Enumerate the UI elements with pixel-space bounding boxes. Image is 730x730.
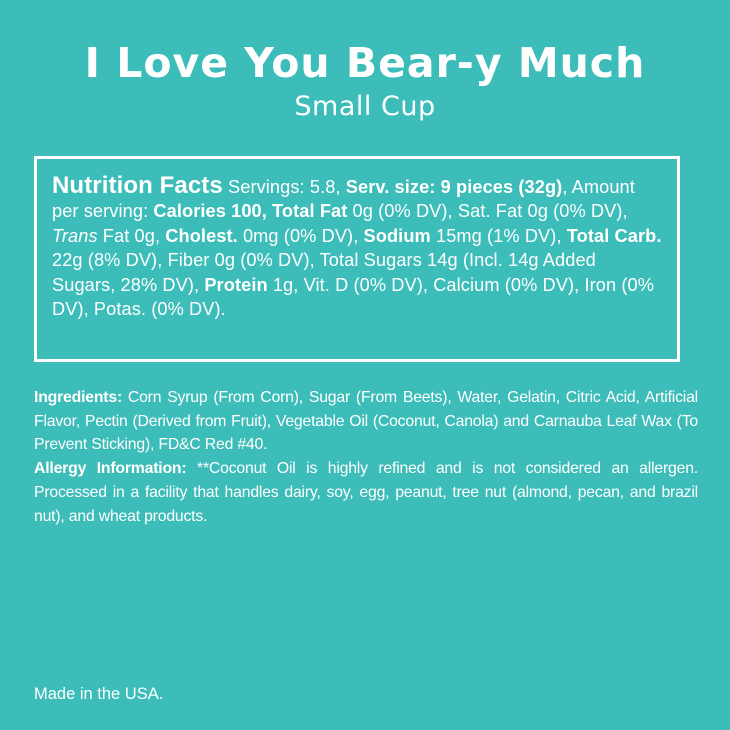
country-of-origin: Made in the USA. [34,685,164,703]
trans-label: Trans [52,225,98,246]
serving-size-label: Serv. size: 9 pieces (32g) [345,177,563,197]
servings-text: Servings: 5.8, [228,177,346,197]
protein-value: 1g, Vit. D (0% DV), Calcium (0% DV), Iro… [52,274,654,320]
nutrition-facts-panel: Nutrition Facts Servings: 5.8, Serv. siz… [34,156,680,362]
ingredients-paragraph: Ingredients: Corn Syrup (From Corn), Sug… [34,386,698,457]
ingredients-allergy-block: Ingredients: Corn Syrup (From Corn), Sug… [34,386,698,528]
allergy-text: **Coconut Oil is highly refined and is n… [34,460,698,525]
nutrition-facts-heading: Nutrition Facts [52,172,223,199]
protein-label: Protein [204,274,268,295]
product-title: I Love You Bear-y Much [84,39,646,87]
trans-fat-value: Fat 0g, [97,225,166,246]
calories-label: Calories 100, [153,201,273,222]
total-fat-label: Total Fat [272,201,348,222]
ingredients-text: Corn Syrup (From Corn), Sugar (From Beet… [34,389,698,454]
product-size: Small Cup [294,91,436,122]
total-fat-value: 0g (0% DV), Sat. Fat 0g (0% DV), [347,201,628,222]
nutrition-facts-text: Nutrition Facts Servings: 5.8, Serv. siz… [52,172,663,321]
ingredients-label: Ingredients: [34,389,123,406]
allergy-label: Allergy Information: [34,460,187,478]
allergy-paragraph: Allergy Information: **Coconut Oil is hi… [34,457,698,528]
cholesterol-label: Cholest. [165,225,238,246]
total-carb-value: 22g (8% DV), Fiber 0g (0% DV), Total Sug… [52,250,596,295]
total-carb-label: Total Carb. [566,225,662,246]
amount-per-serving-text: , Amount per serving: [52,177,635,222]
sodium-value: 15mg (1% DV), [430,225,567,246]
cholesterol-value: 0mg (0% DV), [237,225,364,246]
sodium-label: Sodium [363,225,431,246]
